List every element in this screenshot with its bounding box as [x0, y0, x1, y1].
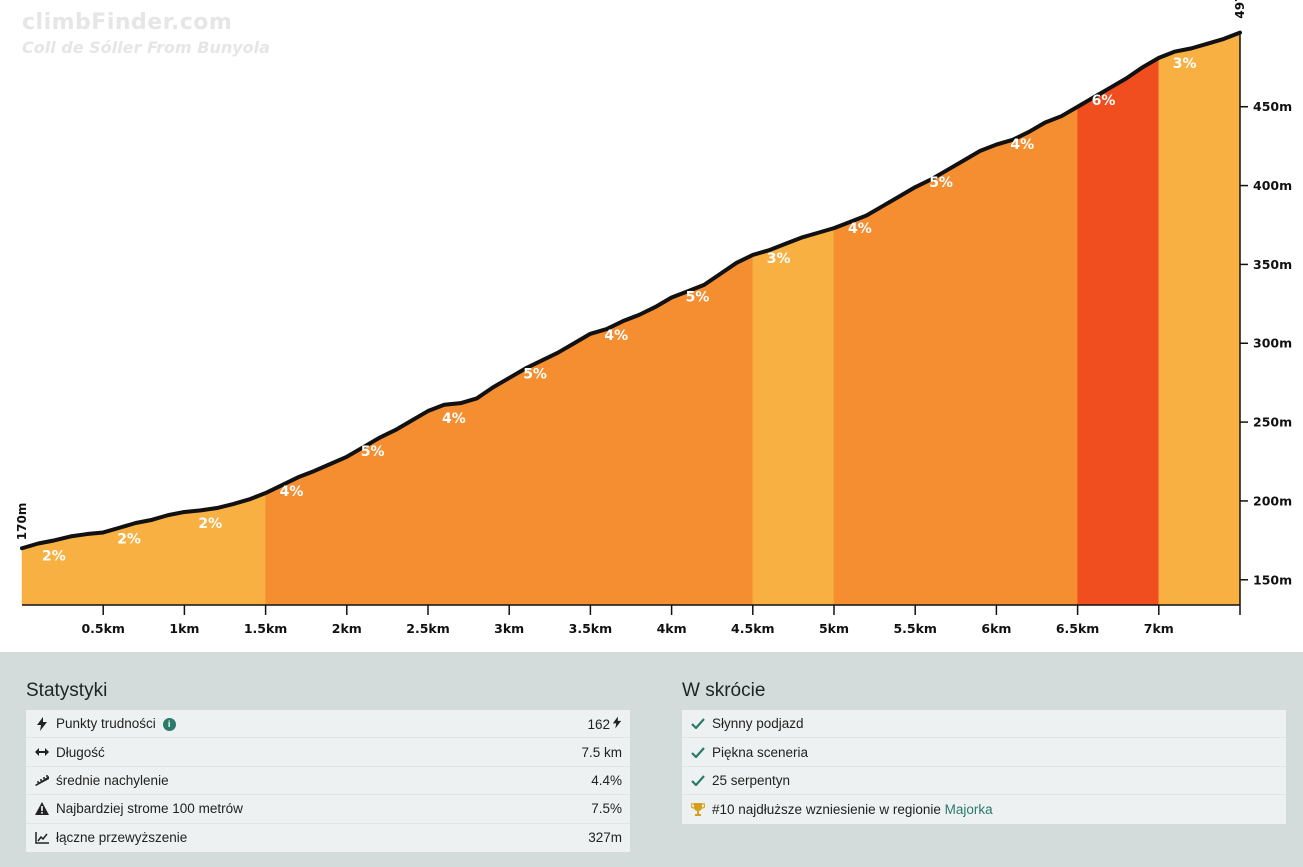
stats-section: Statystyki Punkty trudności i 162 Długoś…: [0, 652, 1303, 867]
gradient-label-8: 5%: [686, 289, 710, 305]
check-icon: [690, 772, 706, 788]
x-tick-label: 3km: [494, 621, 524, 636]
gradient-label-14: 3%: [1173, 56, 1197, 72]
gradient-segment-1: [102, 511, 185, 606]
gradient-segment-8: [671, 254, 754, 606]
stats-value: 327m: [588, 830, 622, 846]
stats-label: Długość: [56, 744, 105, 760]
summary-label: 25 serpentyn: [712, 772, 791, 788]
end-elevation-label: 497m: [1233, 0, 1247, 19]
region-link[interactable]: Majorka: [944, 801, 993, 817]
summary-row: Słynny podjazd: [682, 710, 1286, 739]
x-tick-label: 6km: [981, 621, 1011, 636]
summary-list: Słynny podjazd Piękna sceneria 25 serpen…: [682, 710, 1286, 824]
summary-row: Piękna sceneria: [682, 738, 1286, 767]
arrows-horizontal-icon: [34, 744, 50, 760]
summary-row: 25 serpentyn: [682, 767, 1286, 796]
x-tick-label: 4km: [657, 621, 687, 636]
summary-label: Słynny podjazd: [712, 716, 804, 732]
gradient-label-9: 3%: [767, 251, 791, 267]
x-tick-label: 2.5km: [406, 621, 449, 636]
y-tick-label: 450m: [1253, 99, 1292, 114]
gradient-label-10: 4%: [848, 221, 872, 237]
watermark-site: climbFinder.com: [22, 10, 233, 35]
elevation-profile-line: [20, 30, 1242, 551]
gradient-segment-12: [996, 106, 1078, 606]
gradient-label-5: 4%: [442, 411, 466, 427]
check-icon: [690, 744, 706, 760]
ranking-text: #10 najdłuższe wzniesienie w regionie: [712, 801, 941, 817]
stats-row-elevation-gain: łączne przewyższenie 327m: [26, 824, 630, 852]
check-icon: [690, 716, 706, 732]
gradient-label-6: 5%: [523, 367, 547, 383]
stats-value: 162: [587, 716, 610, 732]
start-elevation-label: 170m: [15, 503, 29, 541]
gradient-label-7: 4%: [604, 328, 628, 344]
x-tick-label: 5.5km: [893, 621, 936, 636]
y-tick-label: 400m: [1253, 178, 1292, 193]
gradient-label-0: 2%: [42, 548, 66, 564]
stats-row-difficulty: Punkty trudności i 162: [26, 710, 630, 739]
stats-title: Statystyki: [26, 680, 108, 701]
gradient-label-1: 2%: [117, 531, 141, 547]
gradient-segment-9: [752, 227, 835, 606]
x-tick-label: 5km: [819, 621, 849, 636]
stats-label: Najbardziej strome 100 metrów: [56, 801, 243, 817]
y-tick-label: 150m: [1253, 572, 1292, 587]
stats-row-avg-gradient: średnie nachylenie 4.4%: [26, 767, 630, 796]
climb-profile-chart: 2% 2% 2% 4% 5% 4% 5% 4% 5% 3% 4% 5% 4% 6% 3% 0.5km 1km 1.…: [15, 0, 1293, 636]
watermark-climb-name: Coll de Sóller From Bunyola: [22, 38, 270, 57]
stats-label: średnie nachylenie: [56, 772, 169, 788]
stats-list: Punkty trudności i 162 Długość 7.5 km śr…: [26, 710, 630, 852]
stats-panel: Statystyki Punkty trudności i 162 Długoś…: [26, 680, 630, 852]
gradient-label-2: 2%: [198, 516, 222, 532]
stats-label: łączne przewyższenie: [56, 830, 188, 846]
stats-row-steepest: Najbardziej strome 100 metrów 7.5%: [26, 795, 630, 824]
y-tick-label: 350m: [1253, 257, 1292, 272]
gradient-label-12: 4%: [1010, 137, 1034, 153]
x-tick-label: 0.5km: [81, 621, 124, 636]
lightning-icon: [34, 716, 50, 732]
lightning-icon: [612, 716, 622, 732]
x-tick-label: 3.5km: [569, 621, 612, 636]
y-tick-label: 200m: [1253, 493, 1292, 508]
gradient-segment-6: [508, 333, 591, 606]
gradient-segment-11: [914, 144, 997, 606]
summary-row-ranking: #10 najdłuższe wzniesienie w regionie Ma…: [682, 795, 1286, 823]
stats-label: Punkty trudności: [56, 716, 156, 732]
x-tick-label: 6.5km: [1056, 621, 1099, 636]
gradient-segment-5: [427, 377, 510, 606]
x-tick-label: 1.5km: [244, 621, 287, 636]
y-tick-label: 300m: [1253, 336, 1292, 351]
x-tick-label: 2km: [332, 621, 362, 636]
summary-title: W skrócie: [682, 680, 766, 701]
gradient-label-3: 4%: [280, 484, 304, 500]
y-tick-label: 250m: [1253, 415, 1292, 430]
gradient-segment-4: [346, 410, 429, 606]
x-tick-label: 4.5km: [731, 621, 774, 636]
warning-icon: [34, 801, 50, 817]
gradient-label-4: 5%: [361, 444, 385, 460]
summary-label: Piękna sceneria: [712, 744, 809, 760]
stats-value: 4.4%: [591, 772, 622, 788]
summary-panel: W skrócie Słynny podjazd Piękna sceneria…: [682, 680, 1286, 824]
trophy-icon: [690, 801, 706, 817]
incline-icon: [34, 772, 50, 788]
gradient-segment-3: [265, 456, 348, 606]
stats-row-length: Długość 7.5 km: [26, 738, 630, 767]
x-tick-label: 1km: [169, 621, 199, 636]
gradient-segment-7: [590, 297, 672, 606]
stats-value: 7.5%: [591, 801, 622, 817]
elevation-profile-svg: 2% 2% 2% 4% 5% 4% 5% 4% 5% 3% 4% 5% 4% 6% 3% 0.5km 1km 1.…: [15, 0, 1292, 636]
gradient-segment-10: [833, 186, 916, 606]
stats-value: 7.5 km: [581, 744, 622, 760]
gradient-segment-13: [1077, 57, 1160, 606]
x-tick-label: 7km: [1144, 621, 1174, 636]
chart-up-icon: [34, 830, 50, 846]
info-icon[interactable]: i: [162, 718, 176, 732]
gradient-segment-14: [1158, 32, 1241, 606]
gradient-label-13: 6%: [1092, 93, 1116, 109]
gradient-label-11: 5%: [929, 175, 953, 191]
